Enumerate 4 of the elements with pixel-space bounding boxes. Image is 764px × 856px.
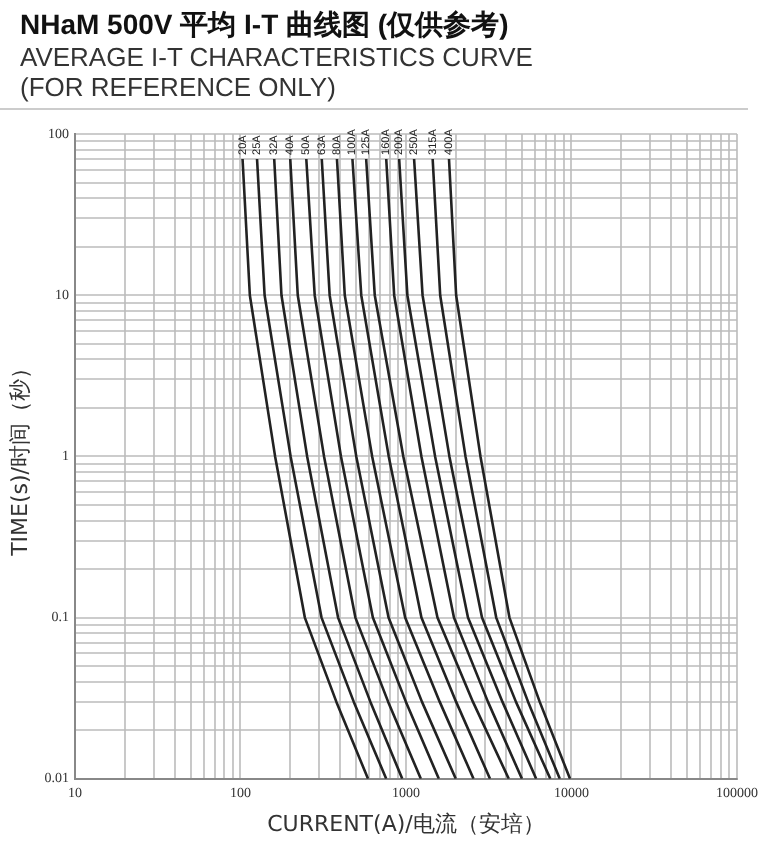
y-axis-title: TIME(s)/时间（秒） xyxy=(6,356,33,558)
chart-title: NHaM 500V 平均 I-T 曲线图 (仅供参考) xyxy=(20,8,511,42)
x-axis-title: CURRENT(A)/电流（安培） xyxy=(267,810,545,837)
chart-subtitle: AVERAGE I-T CHARACTERISTICS CURVE (FOR REFERENCE ONLY) xyxy=(20,42,535,102)
